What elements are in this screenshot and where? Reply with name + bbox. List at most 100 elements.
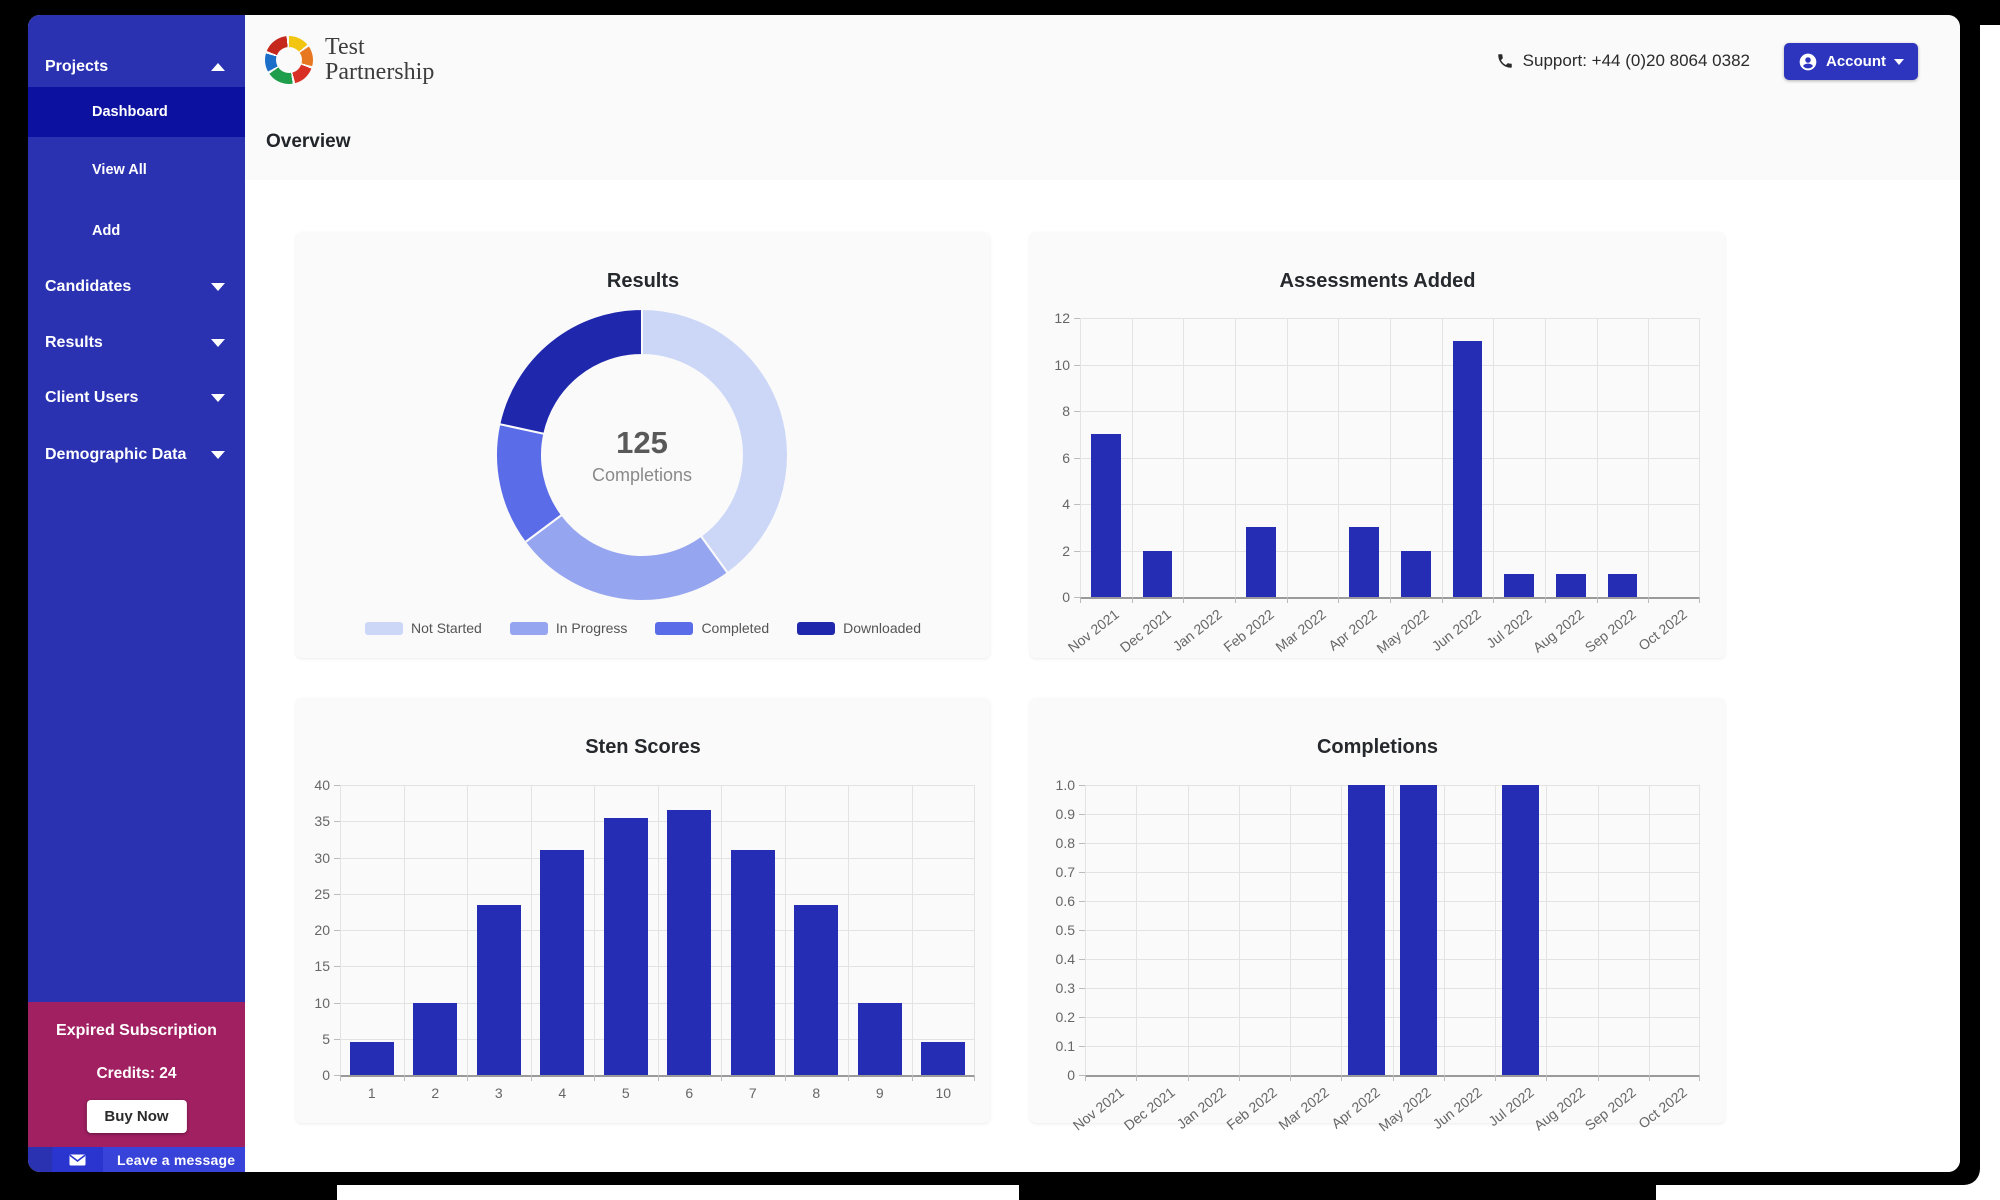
grid-line <box>340 785 341 1075</box>
y-axis-label: 20 <box>314 922 330 938</box>
x-axis-label: 9 <box>875 1085 884 1101</box>
bar <box>1555 573 1586 597</box>
results-doughnut-chart[interactable]: 125 Completions <box>482 295 802 615</box>
tick-mark <box>334 1038 340 1040</box>
sten-scores-bar-chart[interactable]: 0 5 10 15 20 25 30 35 40 1 2 3 4 5 6 7 8 9 10 <box>314 777 975 1101</box>
sidebar-section-client-users[interactable]: Client Users <box>28 378 245 418</box>
tick-mark <box>1085 1075 1086 1081</box>
sidebar-item-view-all[interactable]: View All <box>28 150 245 190</box>
page-title: Overview <box>266 131 351 152</box>
sidebar-section-results[interactable]: Results <box>28 323 245 363</box>
card-sten-scores: Sten Scores 0 5 10 15 20 25 30 35 40 1 2 3 4 5 6 7 8 9 10 <box>296 698 990 1123</box>
support-phone: Support: +44 (0)20 8064 0382 <box>1496 51 1750 71</box>
bar <box>857 1003 902 1075</box>
bar <box>603 817 648 1075</box>
y-axis-label: 0.3 <box>1055 980 1075 996</box>
sidebar: Projects Dashboard View All Add Candidat… <box>28 15 270 1172</box>
tick-mark <box>1183 597 1185 603</box>
chart-title: Sten Scores <box>585 736 701 758</box>
tick-mark <box>1074 504 1080 505</box>
sidebar-item-dashboard[interactable]: Dashboard <box>28 87 245 137</box>
tick-mark <box>1290 1075 1291 1081</box>
tick-mark <box>1080 597 1081 603</box>
tick-mark <box>1074 457 1080 459</box>
tick-mark <box>334 857 340 859</box>
x-axis-label: 5 <box>621 1085 630 1101</box>
grid-line <box>1441 318 1443 597</box>
x-axis-label: 1 <box>367 1085 376 1101</box>
tick-mark <box>1079 785 1085 786</box>
bar <box>540 849 585 1075</box>
brand-logo-text: Test Partnership <box>325 35 434 85</box>
completions-bar-chart[interactable]: 0 0.1 0.2 0.3 0.4 0.5 0.6 0.7 0.8 0.9 1.0 Nov 2021 D… <box>1056 777 1700 1134</box>
chat-widget-label: Leave a message <box>117 1151 236 1168</box>
grid-line <box>1131 318 1133 597</box>
y-axis-label: 40 <box>314 777 330 793</box>
grid-line <box>1648 785 1650 1075</box>
tick-mark <box>1079 872 1085 873</box>
y-axis-label: 0.5 <box>1055 922 1075 938</box>
y-axis-label: 2 <box>1062 542 1070 559</box>
bar <box>413 1003 458 1075</box>
tick-mark <box>334 785 340 786</box>
doughnut-segment <box>523 513 730 602</box>
chart-legend: Not Started In Progress Completed Downloade… <box>296 620 990 636</box>
chevron-down-icon <box>211 283 225 291</box>
chevron-down-icon <box>1894 58 1904 65</box>
sidebar-section-label: Results <box>45 334 103 351</box>
assessments-bar-chart[interactable]: 0 2 4 6 8 10 12 Nov 2021 Dec 2021 Jan 2022 Feb 202… <box>1054 310 1700 656</box>
brand-logo-icon <box>265 36 313 84</box>
y-axis-label: 30 <box>314 849 330 866</box>
y-axis-label: 0.1 <box>1055 1038 1075 1054</box>
grid-line <box>1080 318 1081 597</box>
tick-mark <box>334 930 340 931</box>
brand-line1: Test <box>325 34 365 60</box>
doughnut-segment <box>498 307 643 435</box>
bar <box>667 809 712 1075</box>
tick-mark <box>1597 1075 1599 1081</box>
y-axis-label: 12 <box>1054 310 1070 326</box>
sidebar-section-demographic-data[interactable]: Demographic Data <box>28 435 245 475</box>
sidebar-item-add[interactable]: Add <box>28 211 245 251</box>
bar <box>1452 341 1483 597</box>
y-axis-label: 1.0 <box>1055 777 1075 793</box>
bar <box>349 1042 394 1075</box>
legend-label: In Progress <box>555 620 628 636</box>
tick-mark <box>721 1075 722 1081</box>
bar <box>1399 785 1437 1075</box>
window-frame-bottom-left <box>0 1185 337 1200</box>
tick-mark <box>1441 597 1443 603</box>
sidebar-section-projects[interactable]: Projects <box>28 45 245 89</box>
sidebar-section-label: Candidates <box>45 278 132 295</box>
sidebar-section-candidates[interactable]: Candidates <box>28 267 245 307</box>
y-axis-label: 0.9 <box>1055 806 1075 822</box>
bar <box>1348 785 1386 1075</box>
tick-mark <box>334 893 340 895</box>
tick-mark <box>1443 1075 1445 1081</box>
grid-line <box>1136 785 1138 1075</box>
card-completions: Completions 0 0.1 0.2 0.3 0.4 0.5 0.6 0.7 0.8 0.9… <box>1030 698 1725 1134</box>
buy-now-button[interactable]: Buy Now <box>86 1100 187 1133</box>
bar <box>1090 434 1121 597</box>
grid-line <box>1338 318 1340 597</box>
grid-line <box>1699 318 1700 597</box>
chart-title: Completions <box>1316 736 1439 758</box>
y-axis-label: 8 <box>1062 403 1070 419</box>
sidebar-item-label: Dashboard <box>92 104 168 120</box>
account-button[interactable]: Account <box>1784 43 1918 80</box>
legend-label: Completed <box>701 620 770 636</box>
bar <box>730 849 775 1075</box>
bar <box>476 904 521 1075</box>
chat-widget[interactable]: Leave a message <box>52 1147 270 1172</box>
y-axis-label: 0.6 <box>1055 893 1075 909</box>
x-axis-label: 6 <box>685 1085 694 1101</box>
y-axis-label: 10 <box>314 994 330 1011</box>
x-axis-label: Oct 2022 <box>1635 606 1691 654</box>
y-axis-label: 0.7 <box>1055 864 1075 880</box>
tick-mark <box>1493 597 1495 603</box>
chart-title: Results <box>606 270 680 292</box>
grid-line <box>1085 785 1086 1075</box>
tick-mark <box>1136 1075 1138 1081</box>
grid-line <box>1443 785 1445 1075</box>
y-axis-label: 0.8 <box>1055 835 1075 851</box>
